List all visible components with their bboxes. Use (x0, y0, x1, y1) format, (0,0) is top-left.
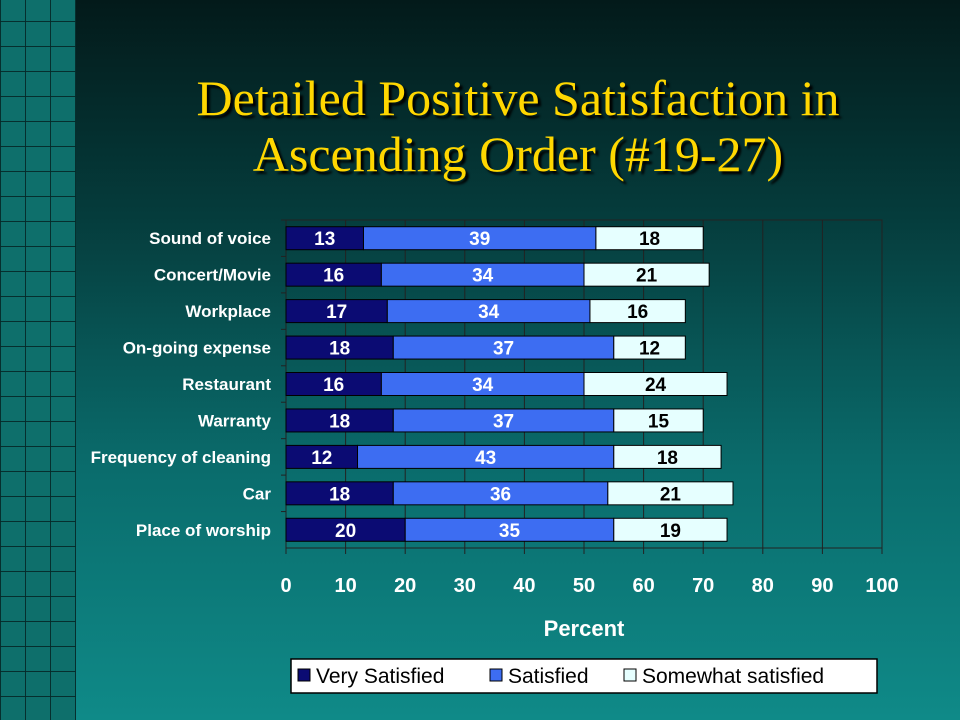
x-tick-label: 50 (573, 575, 595, 597)
bar-segment (595, 226, 704, 251)
bar-segment (583, 372, 728, 396)
data-label: 34 (472, 266, 494, 287)
title-line-2: Ascending Order (#19-27) (252, 126, 784, 182)
bar-segment (613, 335, 686, 360)
data-label: 12 (311, 448, 332, 469)
legend-label: Somewhat satisfied (642, 665, 824, 688)
x-tick-label: 70 (692, 575, 714, 597)
data-label: 21 (660, 484, 682, 505)
bar-segment (589, 299, 686, 324)
bar-segment (583, 262, 710, 287)
category-label: Place of worship (136, 521, 271, 540)
data-label: 39 (469, 229, 490, 250)
data-label: 18 (639, 229, 660, 250)
legend-swatch (297, 668, 311, 682)
x-tick-label: 60 (632, 575, 654, 597)
data-label: 35 (499, 521, 521, 542)
data-label: 21 (636, 266, 658, 287)
data-label: 18 (329, 339, 350, 360)
data-label: 12 (639, 339, 660, 360)
legend-box (290, 658, 878, 694)
x-tick-label: 90 (811, 575, 833, 597)
x-tick-label: 20 (394, 575, 416, 597)
x-tick-label: 10 (334, 575, 356, 597)
data-label: 37 (493, 411, 514, 432)
category-label: Sound of voice (149, 229, 271, 248)
category-label: Restaurant (182, 375, 271, 394)
data-label: 24 (645, 375, 667, 396)
x-axis-label: Percent (544, 616, 625, 641)
data-label: 43 (475, 448, 496, 469)
legend-label: Very Satisfied (316, 665, 444, 688)
data-label: 18 (329, 411, 350, 432)
x-tick-label: 30 (454, 575, 476, 597)
category-label: Concert/Movie (154, 266, 271, 285)
legend-label: Satisfied (508, 665, 589, 688)
decorative-grid-strip (0, 0, 76, 720)
data-label: 34 (472, 375, 494, 396)
data-label: 13 (314, 229, 335, 250)
category-label: Workplace (185, 302, 271, 321)
data-label: 17 (326, 302, 347, 323)
title-line-1: Detailed Positive Satisfaction in (196, 70, 840, 126)
data-label: 18 (329, 484, 350, 505)
category-label: Frequency of cleaning (91, 448, 271, 467)
bar-segment (607, 481, 734, 506)
data-label: 37 (493, 339, 514, 360)
x-tick-label: 40 (513, 575, 535, 597)
category-label: Car (243, 484, 272, 503)
data-label: 16 (323, 375, 344, 396)
page-title: Detailed Positive Satisfaction in Ascend… (76, 70, 960, 182)
data-label: 19 (660, 521, 681, 542)
data-label: 36 (490, 484, 511, 505)
bar-segment (613, 408, 704, 433)
data-label: 34 (478, 302, 500, 323)
x-tick-label: 80 (752, 575, 774, 597)
data-label: 16 (323, 266, 344, 287)
data-label: 16 (627, 302, 648, 323)
data-label: 15 (648, 411, 670, 432)
data-label: 18 (657, 448, 678, 469)
bar-segment (613, 444, 722, 469)
data-label: 20 (335, 521, 356, 542)
legend: Very Satisfied Satisfied Somewhat satisfie… (290, 658, 878, 694)
category-label: On-going expense (123, 339, 271, 358)
x-tick-label: 0 (280, 575, 291, 597)
x-tick-label: 100 (865, 575, 898, 597)
category-label: Warranty (198, 411, 272, 430)
bar-segment (613, 517, 728, 542)
legend-swatch (623, 668, 637, 682)
legend-swatch (489, 668, 503, 682)
